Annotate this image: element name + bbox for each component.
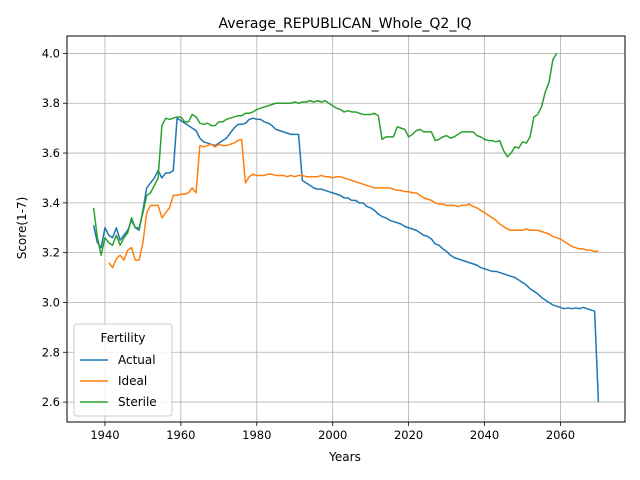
x-tick-label: 1940 [90,428,119,442]
y-tick-label: 3.2 [42,246,60,260]
x-tick-label: 1960 [166,428,195,442]
legend: Fertility Actual Ideal Sterile [73,323,173,417]
series-lines [92,53,600,403]
y-tick-label: 3.8 [42,96,60,110]
x-tick-label: 2040 [470,428,499,442]
y-tick-label: 4.0 [42,46,60,60]
y-tick-label: 3.0 [42,295,60,309]
x-tick-label: 2000 [318,428,347,442]
chart-title: Average_REPUBLICAN_Whole_Q2_IQ [219,16,472,32]
x-axis: 1940 1960 1980 2000 2020 2040 2060 [90,422,575,442]
legend-label-sterile: Sterile [118,395,157,409]
y-axis: 2.6 2.8 3.0 3.2 3.4 3.6 3.8 4.0 [42,46,67,409]
series-line-actual [92,117,600,403]
x-tick-label: 2060 [546,428,575,442]
y-tick-label: 3.4 [42,196,60,210]
series-line-sterile [92,53,558,256]
x-tick-label: 1980 [242,428,271,442]
series-line-ideal [108,138,599,269]
legend-box [73,323,173,417]
legend-label-actual: Actual [118,353,156,367]
legend-label-ideal: Ideal [118,374,147,388]
x-axis-label: Years [328,450,361,464]
y-tick-label: 3.6 [42,146,60,160]
y-tick-label: 2.6 [42,395,60,409]
y-tick-label: 2.8 [42,345,60,359]
y-axis-label: Score(1-7) [15,197,29,260]
plot-frame [66,35,626,423]
x-tick-label: 2020 [394,428,423,442]
legend-title: Fertility [100,331,145,345]
